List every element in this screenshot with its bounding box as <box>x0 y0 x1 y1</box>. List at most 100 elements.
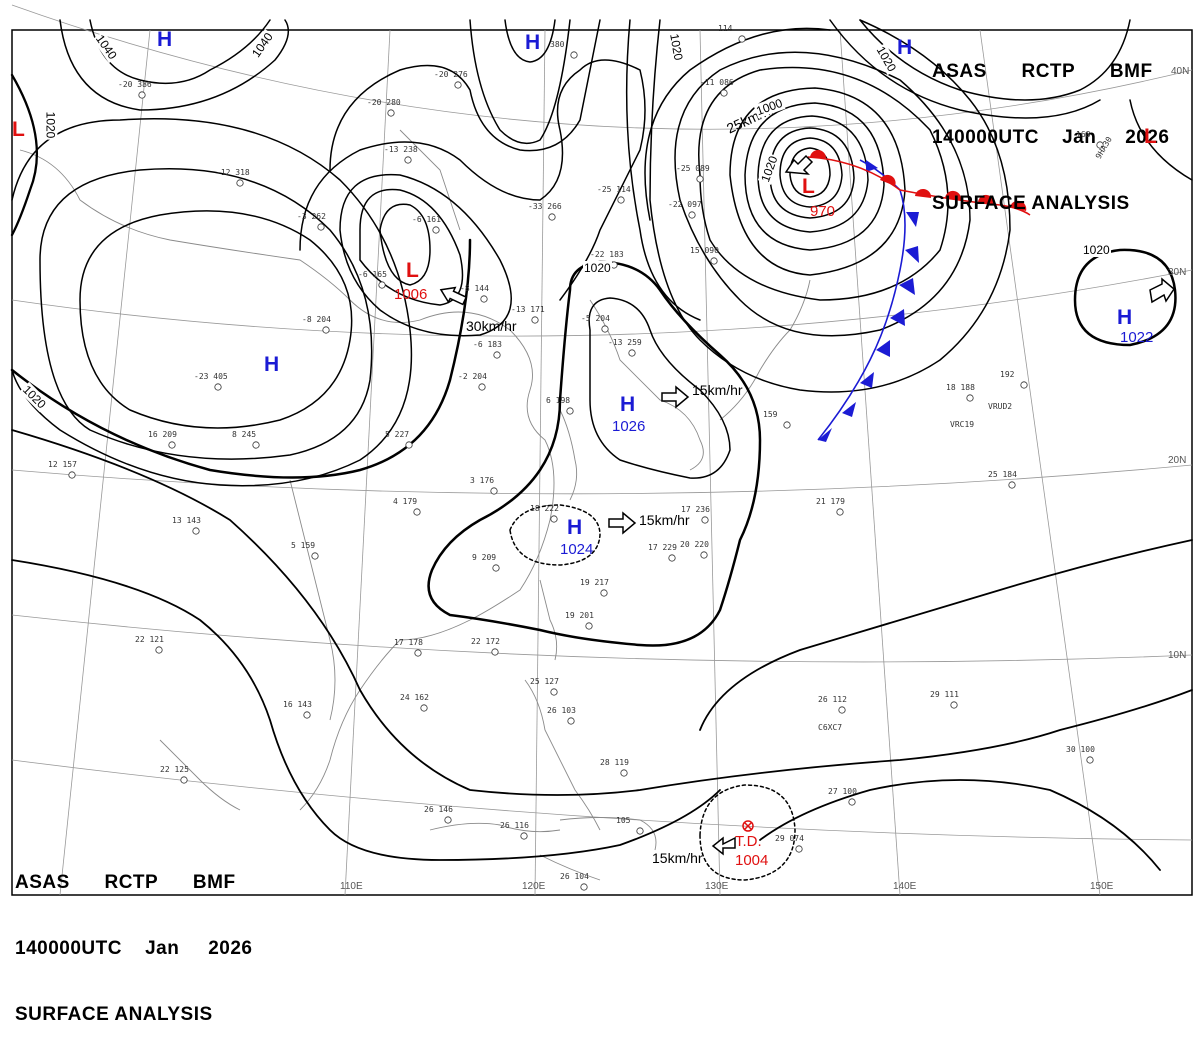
high-center: H <box>157 28 173 51</box>
station-plot: 380 <box>550 40 565 49</box>
station-circle <box>492 564 500 572</box>
title-word: 2026 <box>1125 127 1170 148</box>
td-symbol <box>742 820 754 832</box>
station-circle <box>795 845 803 853</box>
high-center: H <box>620 393 636 416</box>
station-circle <box>688 211 696 219</box>
station-plot: 6 198 <box>546 396 571 405</box>
map-frame <box>11 29 1193 896</box>
motion-speed: 15km/hr <box>692 382 743 398</box>
high-pressure-value: 1026 <box>612 418 646 435</box>
station-plot: 17 236 <box>681 505 710 514</box>
arrow-td <box>711 836 736 856</box>
station-circle <box>1086 756 1094 764</box>
high-pressure-value: 1024 <box>560 541 594 558</box>
station-circle <box>252 441 260 449</box>
station-plot: -6 165 <box>358 270 387 279</box>
station-circle <box>848 798 856 806</box>
station-plot: 24 162 <box>400 693 429 702</box>
high-center: H <box>897 36 913 59</box>
low-center: L <box>802 175 815 198</box>
station-circle <box>838 706 846 714</box>
high-center: H <box>1117 306 1133 329</box>
station-circle <box>950 701 958 709</box>
station-circle <box>617 196 625 204</box>
station-circle <box>138 91 146 99</box>
station-circle <box>490 487 498 495</box>
isobars <box>10 19 1193 881</box>
station-circle <box>493 351 501 359</box>
station-circle <box>303 711 311 719</box>
station-plot: 30 100 <box>1066 745 1095 754</box>
station-plot: -33 266 <box>528 202 562 211</box>
station-circle <box>322 326 330 334</box>
station-circle <box>214 383 222 391</box>
station-circle <box>420 704 428 712</box>
station-circle <box>700 551 708 559</box>
station-plot: 22 121 <box>135 635 164 644</box>
station-plot: -6 183 <box>473 340 502 349</box>
station-circle <box>68 471 76 479</box>
station-circle <box>696 175 704 183</box>
station-circle <box>548 213 556 221</box>
station-circle <box>701 516 709 524</box>
isobar-label: 1020 <box>43 110 58 140</box>
station-plot: -12 318 <box>216 168 250 177</box>
arrow-low-970 <box>784 154 814 175</box>
station-circle <box>628 349 636 357</box>
station-plot: -25 114 <box>597 185 631 194</box>
ship-id: VRUD2 <box>988 402 1013 411</box>
low-pressure-value: 970 <box>810 203 836 220</box>
station-plot: 8 245 <box>232 430 257 439</box>
title-word: 140000UTC <box>15 938 122 959</box>
arrow-high-1022 <box>1149 277 1175 304</box>
low-center: L <box>406 259 419 282</box>
motion-speed: 30km/hr <box>466 318 517 334</box>
station-circle <box>405 441 413 449</box>
station-plot: 9 209 <box>472 553 497 562</box>
station-circles <box>68 35 1104 891</box>
motion-arrows <box>439 154 1175 856</box>
warm-front <box>807 150 1031 216</box>
coastlines <box>19 129 811 881</box>
station-plot: -25 089 <box>676 164 710 173</box>
station-circle <box>491 648 499 656</box>
station-circle <box>783 421 791 429</box>
station-circle <box>311 552 319 560</box>
station-plot: 22 172 <box>471 637 500 646</box>
station-plot: -5 204 <box>581 314 610 323</box>
station-circle <box>531 316 539 324</box>
station-circle <box>432 226 440 234</box>
low-center: L <box>1144 125 1157 148</box>
station-circle <box>1008 481 1016 489</box>
longitude-label: 140E <box>893 881 917 892</box>
station-circle <box>414 649 422 657</box>
ship-id: C6XC7 <box>818 723 843 732</box>
station-circle <box>180 776 188 784</box>
title-word: ASAS <box>15 872 70 893</box>
station-circle <box>720 89 728 97</box>
station-circle <box>168 441 176 449</box>
longitude-label: 130E <box>705 881 729 892</box>
station-plot: 114 <box>718 24 733 33</box>
station-plot: 26 146 <box>424 805 453 814</box>
station-plot: -13 238 <box>384 145 418 154</box>
station-circle <box>387 109 395 117</box>
title-word: RCTP <box>1021 61 1076 82</box>
station-plot: 5 159 <box>291 541 316 550</box>
station-plot: -20 276 <box>434 70 468 79</box>
station-circle <box>710 257 718 265</box>
title-word: ASAS <box>932 61 987 82</box>
station-plot: 28 119 <box>600 758 629 767</box>
td-label: T.D. <box>735 833 762 850</box>
station-plot: 3 176 <box>470 476 495 485</box>
station-plot: -3 262 <box>297 212 326 221</box>
title-word: Jan <box>1062 127 1097 148</box>
title-top-right: ASAS RCTP BMF 140000UTC Jan 2026 SURFACE… <box>932 17 1170 237</box>
high-center: H <box>525 31 541 54</box>
station-plot: -23 405 <box>194 372 228 381</box>
station-plot: 29 111 <box>930 690 959 699</box>
td-motion-speed: 15km/hr <box>652 850 703 866</box>
station-plot: 21 179 <box>816 497 845 506</box>
arrow-high-1026 <box>661 385 690 409</box>
